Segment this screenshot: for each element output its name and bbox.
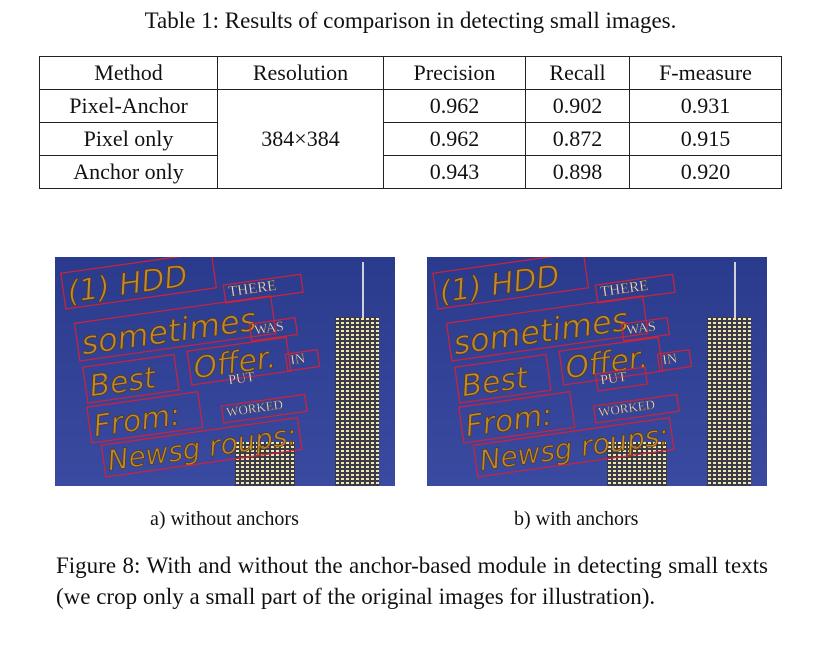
scene-word-text: IN — [289, 351, 306, 368]
cell-fmeasure: 0.931 — [629, 89, 782, 123]
detection-box — [432, 257, 590, 310]
scene-word-in: IN — [284, 348, 321, 372]
table-row: Anchor only 0.943 0.898 0.920 — [39, 155, 782, 189]
cell-method: Pixel only — [39, 122, 218, 156]
header-precision: Precision — [383, 56, 526, 90]
figure-panel-with-anchors: (1) HDD THERE sometimes WAS Best Offer. PUT IN F… — [427, 257, 767, 486]
scene-word-text: PUT — [599, 370, 628, 389]
scene-word-put: PUT — [594, 366, 649, 392]
detection-box — [620, 317, 671, 342]
scene-word-was: WAS — [620, 317, 671, 342]
detection-box — [472, 417, 675, 478]
scene-word-in: IN — [656, 348, 693, 372]
scene-word-text: WAS — [253, 319, 284, 338]
detection-box — [445, 295, 649, 362]
detection-box — [86, 391, 204, 444]
cell-recall: 0.898 — [525, 155, 630, 189]
table-header-row: Method Resolution Precision Recall F-mea… — [39, 56, 782, 90]
antenna — [734, 262, 736, 318]
header-recall: Recall — [525, 56, 630, 90]
scene-word-there: THERE — [222, 273, 304, 304]
results-table: Method Resolution Precision Recall F-mea… — [39, 56, 782, 189]
figure-panel-without-anchors: (1) HDD THERE sometimes WAS Best Offer. PUT IN F… — [55, 257, 395, 486]
cell-precision: 0.962 — [383, 89, 526, 123]
detection-box — [594, 273, 676, 304]
detection-box — [60, 257, 218, 310]
header-fmeasure: F-measure — [629, 56, 782, 90]
scene-word-there: THERE — [594, 273, 676, 304]
table-row: Pixel only 0.962 0.872 0.915 — [39, 122, 782, 156]
cell-fmeasure: 0.920 — [629, 155, 782, 189]
detection-box — [73, 295, 277, 362]
antenna — [362, 262, 364, 318]
detection-box — [220, 393, 308, 424]
cell-precision: 0.943 — [383, 155, 526, 189]
subcaption-b: b) with anchors — [514, 508, 639, 530]
table-row: Pixel-Anchor 384×384 0.962 0.902 0.931 — [39, 89, 782, 189]
tower-right — [335, 317, 379, 486]
tower-low — [607, 442, 667, 486]
detection-box — [594, 366, 649, 392]
cell-fmeasure: 0.915 — [629, 122, 782, 156]
figure-caption: Figure 8: With and without the anchor-ba… — [56, 553, 768, 609]
detection-box — [222, 273, 304, 304]
detection-box — [592, 393, 680, 424]
subcaption-a: a) without anchors — [150, 508, 299, 530]
detection-box — [248, 317, 299, 342]
cell-recall: 0.902 — [525, 89, 630, 123]
table-caption: Table 1: Results of comparison in detect… — [144, 8, 677, 33]
cell-method: Pixel-Anchor — [39, 89, 218, 123]
scene-word-text: WAS — [625, 319, 656, 338]
scene-word-text: PUT — [227, 370, 256, 389]
scene-word-text: Best — [459, 360, 531, 404]
header-resolution: Resolution — [217, 56, 384, 90]
tower-right — [707, 317, 751, 486]
scene-word-text: IN — [661, 351, 678, 368]
cell-recall: 0.872 — [525, 122, 630, 156]
detection-box — [82, 353, 180, 404]
cell-precision: 0.962 — [383, 122, 526, 156]
header-method: Method — [39, 56, 218, 90]
detection-box — [458, 391, 576, 444]
scene-word-was: WAS — [248, 317, 299, 342]
scene-word-best: Best — [454, 353, 552, 405]
scene-word-put: PUT — [227, 370, 256, 389]
detection-box — [100, 417, 303, 478]
detection-box — [284, 348, 321, 372]
detection-box — [656, 348, 693, 372]
tower-low — [235, 442, 295, 486]
cell-method: Anchor only — [39, 155, 218, 189]
detection-box — [454, 353, 552, 404]
cell-resolution: 384×384 — [217, 89, 384, 189]
